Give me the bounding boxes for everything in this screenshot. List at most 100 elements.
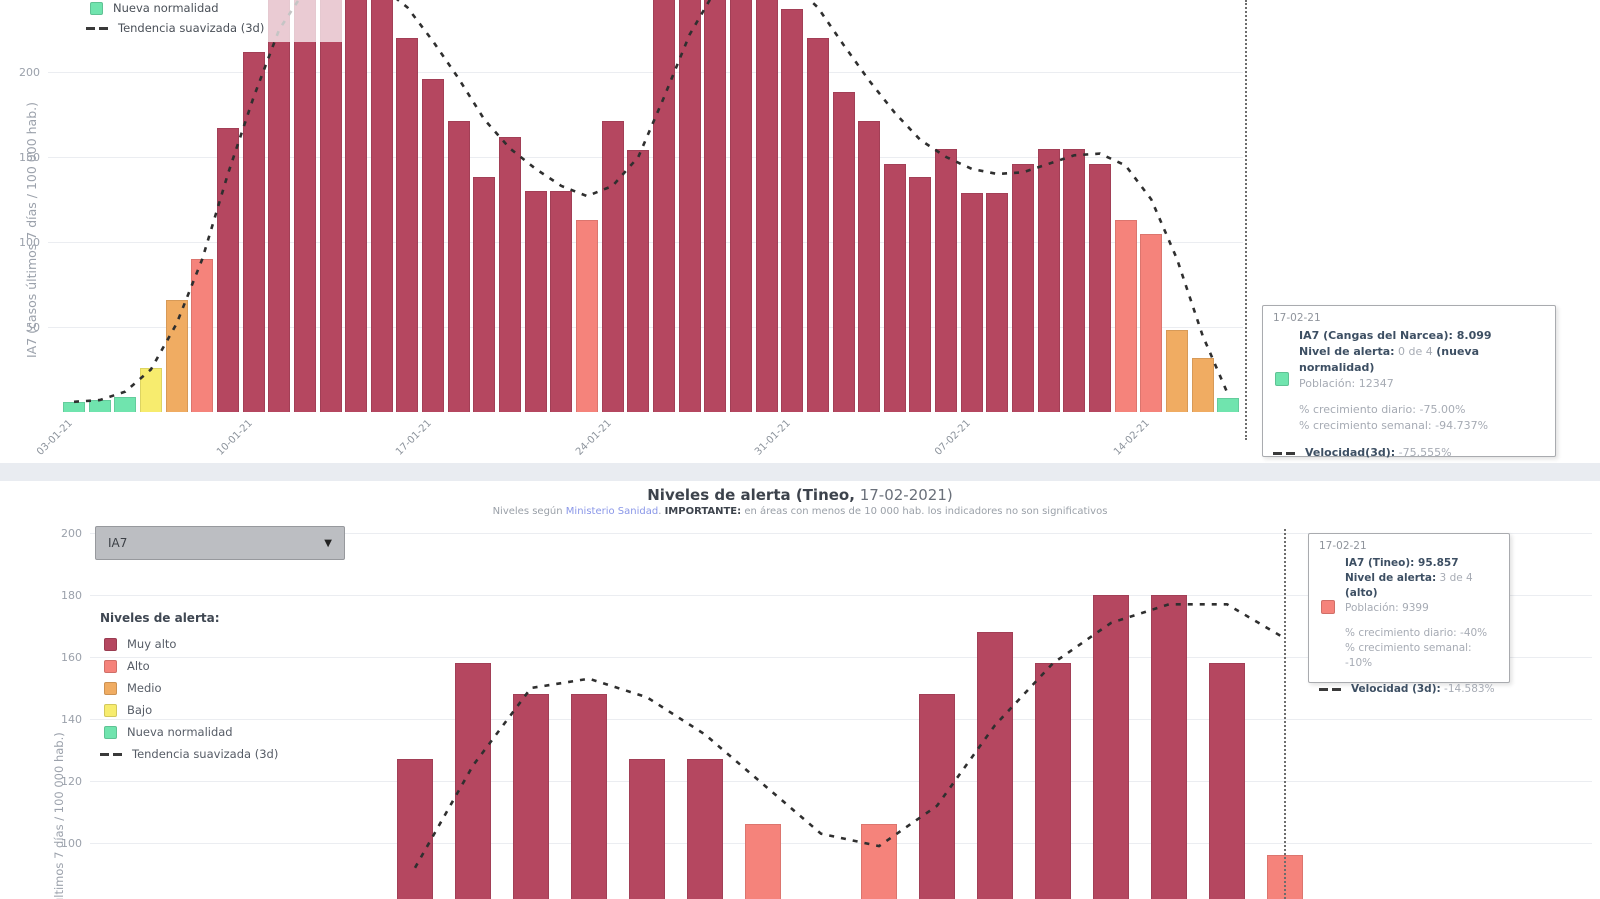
legend-item-nueva-normalidad[interactable]: Nueva normalidad xyxy=(100,721,278,743)
bar[interactable] xyxy=(191,259,214,412)
bar[interactable] xyxy=(1191,357,1214,412)
bar[interactable] xyxy=(447,121,470,412)
bar[interactable] xyxy=(729,0,752,412)
bar[interactable] xyxy=(678,0,701,412)
legend-title: Niveles de alerta: xyxy=(100,611,220,625)
tooltip-cangas: 17-02-21 IA7 (Cangas del Narcea): 8.099 … xyxy=(1262,305,1556,459)
bar[interactable] xyxy=(1151,595,1187,899)
bar[interactable] xyxy=(114,396,137,412)
x-tick-label: 03-01-21 xyxy=(35,417,75,458)
nueva-normalidad-swatch-icon xyxy=(90,1,103,15)
bar[interactable] xyxy=(293,0,316,412)
muy-alto-swatch-icon xyxy=(104,637,117,651)
bar[interactable] xyxy=(745,824,781,899)
dashed-line-icon xyxy=(100,747,126,761)
legend-item-alto[interactable]: Alto xyxy=(100,655,278,677)
bar[interactable] xyxy=(755,0,778,412)
bar[interactable] xyxy=(1093,595,1129,899)
bar[interactable] xyxy=(571,694,607,899)
bar[interactable] xyxy=(806,38,829,412)
bar[interactable] xyxy=(832,92,855,412)
bar[interactable] xyxy=(1012,163,1035,412)
x-tick-label: 17-01-21 xyxy=(394,417,434,458)
tooltip-alert-row: Nivel de alerta: 3 de 4 (alto) xyxy=(1345,572,1473,599)
tooltip-population-row: Población: 12347 xyxy=(1299,377,1394,390)
tooltip-velocity-row: Velocidad(3d): -75.555% xyxy=(1273,446,1545,459)
bar[interactable] xyxy=(652,0,675,412)
bar[interactable] xyxy=(919,694,955,899)
tooltip-population-row: Población: 9399 xyxy=(1345,602,1429,614)
bar[interactable] xyxy=(858,121,881,412)
bar[interactable] xyxy=(550,191,573,412)
bar[interactable] xyxy=(781,9,804,412)
bar[interactable] xyxy=(629,759,665,899)
bar[interactable] xyxy=(1209,663,1245,899)
bar[interactable] xyxy=(1035,663,1071,899)
bar[interactable] xyxy=(216,128,239,412)
bar[interactable] xyxy=(1089,163,1111,412)
bar[interactable] xyxy=(165,299,188,412)
bar[interactable] xyxy=(370,0,393,412)
ministerio-sanidad-link[interactable]: Ministerio Sanidad xyxy=(565,506,659,517)
chevron-down-icon: ▼ xyxy=(324,537,332,549)
bar[interactable] xyxy=(986,192,1009,412)
bar[interactable] xyxy=(1037,148,1060,412)
tooltip-daily-growth-row: % crecimiento diario: -40% xyxy=(1345,627,1488,639)
bar[interactable] xyxy=(704,0,727,412)
bar[interactable] xyxy=(396,38,419,412)
bar[interactable] xyxy=(513,694,549,899)
y-axis-label: IA7 (casos últimos 7 días / 100 000 hab.… xyxy=(52,732,66,899)
bar[interactable] xyxy=(524,191,547,412)
bar[interactable] xyxy=(1140,233,1163,412)
tooltip-weekly-growth-row: % crecimiento semanal: -94.737% xyxy=(1299,419,1489,432)
y-axis-label: IA7 (casos últimos 7 días / 100 000 hab.… xyxy=(24,102,39,358)
tooltip-weekly-growth-row: % crecimiento semanal: -10% xyxy=(1345,642,1472,669)
tooltip-daily-growth-row: % crecimiento diario: -75.00% xyxy=(1299,403,1466,416)
bar[interactable] xyxy=(883,163,906,412)
bar[interactable] xyxy=(242,51,265,412)
legend-item-trend[interactable]: Tendencia suavizada (3d) xyxy=(100,743,278,765)
bar[interactable] xyxy=(319,0,342,412)
bar[interactable] xyxy=(88,400,111,412)
legend-item-bajo[interactable]: Bajo xyxy=(100,699,278,721)
y-tick-label: 100 xyxy=(61,837,82,850)
bar[interactable] xyxy=(499,136,522,412)
bar[interactable] xyxy=(687,759,723,899)
bajo-swatch-icon xyxy=(104,703,117,717)
metric-dropdown[interactable]: IA7 ▼ xyxy=(95,526,345,560)
bar[interactable] xyxy=(601,121,624,412)
tooltip-alert-row: Nivel de alerta: 0 de 4 (nueva normalida… xyxy=(1299,345,1480,374)
metric-dropdown-value: IA7 xyxy=(108,536,128,550)
bar[interactable] xyxy=(473,177,496,412)
legend-item-medio[interactable]: Medio xyxy=(100,677,278,699)
bar[interactable] xyxy=(268,0,291,412)
alert-levels-legend: Niveles de alerta: Muy alto Alto Medio B… xyxy=(100,611,278,765)
legend-item-nueva-normalidad[interactable]: Nueva normalidad xyxy=(86,0,336,18)
bar[interactable] xyxy=(935,148,958,412)
bar[interactable] xyxy=(63,401,85,412)
bar[interactable] xyxy=(345,0,368,412)
alert-level-swatch-icon xyxy=(1321,600,1335,614)
alert-level-swatch-icon xyxy=(1275,372,1289,386)
bar[interactable] xyxy=(977,632,1013,899)
legend-item-trend[interactable]: Tendencia suavizada (3d) xyxy=(86,18,336,38)
top-chart-legend: Nueva normalidad Tendencia suavizada (3d… xyxy=(80,0,342,42)
bar[interactable] xyxy=(422,78,445,412)
bar[interactable] xyxy=(576,219,598,412)
bar[interactable] xyxy=(139,367,162,412)
bar[interactable] xyxy=(627,150,650,412)
chart-card-cangas: 200 150 100 50 IA7 (casos últimos 7 días / … xyxy=(0,0,1600,463)
bar[interactable] xyxy=(1165,330,1188,412)
bar[interactable] xyxy=(909,177,932,412)
bar[interactable] xyxy=(960,192,983,412)
bar[interactable] xyxy=(1114,219,1137,412)
bar[interactable] xyxy=(455,663,491,899)
bar[interactable] xyxy=(861,824,897,899)
bar[interactable] xyxy=(1217,398,1240,412)
bar[interactable] xyxy=(1063,148,1086,412)
legend-item-muy-alto[interactable]: Muy alto xyxy=(100,633,278,655)
bar[interactable] xyxy=(397,759,433,899)
x-tick-label: 07-02-21 xyxy=(932,417,973,458)
x-tick-label: 31-01-21 xyxy=(753,417,794,458)
current-date-marker-line xyxy=(1284,529,1286,899)
